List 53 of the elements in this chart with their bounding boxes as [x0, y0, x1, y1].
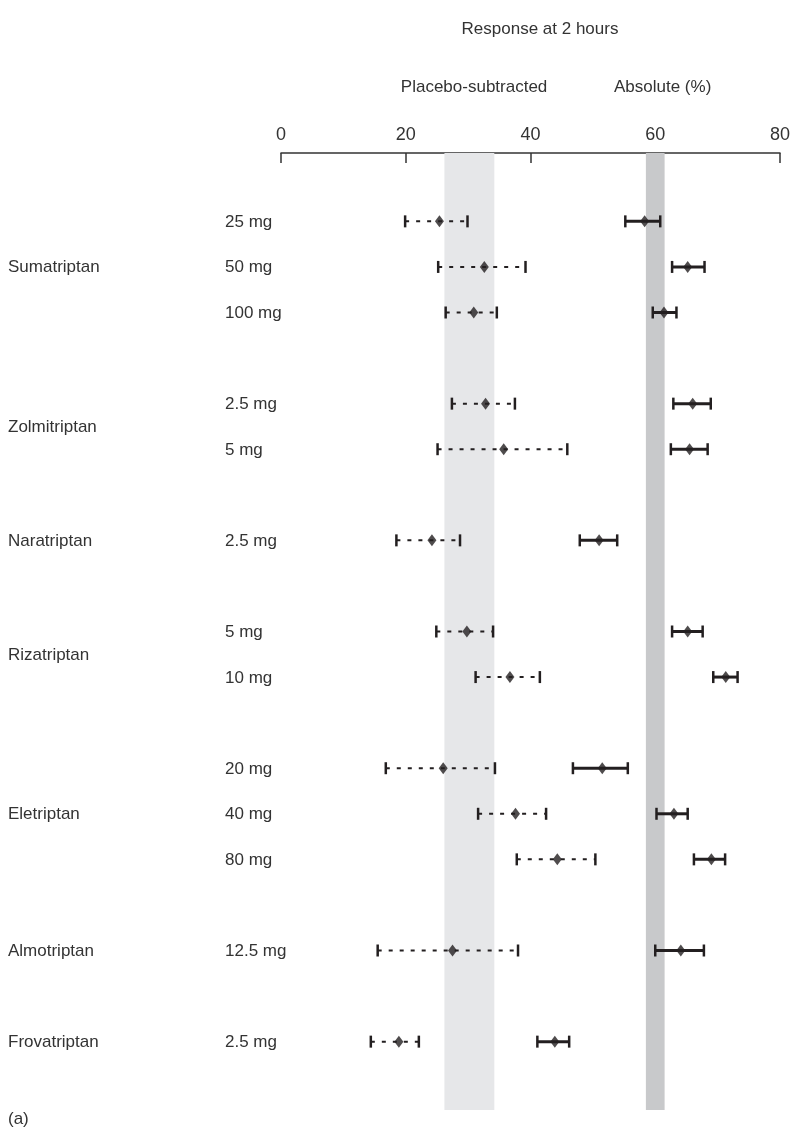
point — [505, 671, 515, 684]
point — [552, 853, 562, 866]
point — [481, 397, 491, 410]
point — [479, 260, 489, 273]
point — [434, 215, 444, 228]
y-tick-label: 2.5 mg — [225, 530, 277, 550]
y-tick-label: 2.5 mg — [225, 1032, 277, 1052]
point — [469, 306, 479, 319]
point — [669, 807, 679, 820]
point — [438, 762, 448, 775]
y-tick-label: 20 mg — [225, 758, 273, 778]
y-tick-label: 25 mg — [225, 211, 273, 231]
point — [499, 443, 509, 456]
point — [688, 397, 698, 410]
y-tick-label: 10 mg — [225, 667, 273, 687]
y-tick-label: 5 mg — [225, 622, 263, 641]
point — [394, 1035, 404, 1048]
text: Rizatriptan — [8, 644, 90, 664]
text: Frovatriptan — [8, 1032, 99, 1052]
y-tick-label: 100 mg — [225, 303, 282, 322]
y-tick-label: 2.5 mg — [225, 394, 277, 414]
point — [706, 853, 716, 866]
x-tick-label: 80 — [769, 124, 791, 144]
text: Eletriptan — [8, 804, 80, 824]
point — [640, 215, 650, 228]
chart-title: Response at 2 hours — [461, 19, 619, 38]
x-tick-label: 0 — [275, 124, 287, 144]
point — [550, 1035, 560, 1048]
y-tick-label: 80 mg — [225, 849, 273, 869]
point — [721, 671, 731, 684]
point — [597, 762, 607, 775]
x-tick-label: 40 — [520, 124, 541, 144]
text: Sumatriptan — [8, 257, 100, 277]
y-tick-label: 5 mg — [225, 439, 263, 459]
text: Naratriptan — [8, 530, 93, 550]
y-tick-label: 40 mg — [225, 804, 273, 824]
point — [427, 534, 437, 547]
text: Almotriptan — [8, 941, 94, 960]
x-tick-label: 20 — [395, 124, 416, 144]
y-tick-label: 12.5 mg — [225, 941, 287, 960]
point — [659, 306, 669, 319]
point — [511, 807, 521, 820]
point — [594, 534, 604, 547]
text: Zolmitriptan — [8, 416, 97, 436]
point — [683, 260, 693, 273]
point — [462, 625, 472, 638]
text: (a) — [8, 1109, 29, 1128]
point — [685, 443, 695, 456]
point — [448, 944, 458, 957]
x-tick-label: 60 — [645, 124, 666, 144]
text: Placebo-subtracted — [400, 77, 548, 96]
y-tick-label: 50 mg — [225, 257, 273, 277]
text: Absolute (%) — [613, 77, 712, 96]
